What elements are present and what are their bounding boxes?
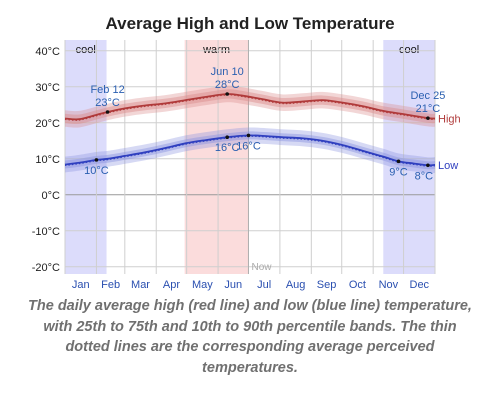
low-legend-label: Low: [438, 160, 458, 172]
month-tick-label: Aug: [286, 279, 306, 291]
annotation-point: [94, 158, 99, 162]
month-tick-label: Feb: [101, 279, 120, 291]
series-line-layer: [64, 93, 436, 167]
y-tick-label: 0°C: [42, 190, 61, 202]
annotation-value-label: 10°C: [84, 165, 109, 177]
y-tick-label: 20°C: [35, 118, 60, 130]
season-band-layer: cool warm cool: [65, 40, 435, 274]
annotation-date-label: Dec 25: [410, 90, 445, 102]
annotation-point: [426, 163, 430, 168]
y-tick-label: 30°C: [35, 82, 60, 94]
high-legend-label: High: [438, 113, 461, 125]
annotation-point: [105, 110, 110, 114]
annotation-value-label: 23°C: [95, 97, 120, 109]
chart-title: Average High and Low Temperature: [105, 14, 394, 33]
y-tick-label: -20°C: [32, 262, 60, 274]
annotation-value-label: 9°C: [389, 166, 408, 178]
month-tick-label: Oct: [349, 279, 366, 291]
season-label-cool: cool: [399, 44, 419, 56]
now-label: Now: [251, 262, 272, 273]
high-band-25-75: [65, 89, 435, 125]
annotation-value-label: 8°C: [415, 170, 434, 182]
high-band-10-90: [65, 85, 435, 128]
season-band-cool: [383, 40, 435, 274]
high-perceived-line: [64, 94, 436, 121]
month-tick-label: Mar: [131, 279, 150, 291]
month-tick-label: Dec: [410, 279, 430, 291]
month-tick-label: Sep: [317, 279, 337, 291]
low-series-line: [64, 134, 436, 167]
annotation-value-label: 28°C: [215, 79, 240, 91]
season-label-warm: warm: [202, 44, 230, 56]
annotation-value-label: 16°C: [215, 142, 240, 154]
annotation-value-label: 21°C: [416, 103, 441, 115]
annotation-point: [225, 92, 229, 96]
month-tick-label: Jul: [257, 279, 271, 291]
season-band-cool: [65, 40, 107, 274]
annotation-point: [225, 135, 229, 139]
annotation-date-label: Feb 12: [90, 84, 124, 96]
annotation-point: [246, 133, 251, 138]
low-band-10-90: [65, 127, 435, 174]
annotation-point: [426, 116, 430, 120]
month-tick-label: Nov: [379, 279, 399, 291]
grid-layer: -20°C -10°C 0°C 10°C 20°C 30°C 40°C Jan Feb Mar Ap…: [32, 40, 436, 291]
y-tick-label: -10°C: [32, 226, 60, 238]
chart-caption: The daily average high (red line) and lo…: [28, 298, 472, 376]
y-tick-label: 40°C: [35, 46, 60, 58]
temperature-chart: Average High and Low Temperature cool war…: [32, 14, 461, 291]
season-label-cool: cool: [76, 44, 96, 56]
season-band-warm: [184, 40, 249, 274]
month-tick-label: Apr: [163, 279, 180, 291]
annotation-date-label: Jun 10: [211, 66, 244, 78]
month-tick-label: Jan: [72, 279, 90, 291]
annotation-value-label: 16°C: [236, 140, 261, 152]
y-tick-label: 10°C: [35, 154, 60, 166]
percentile-band-layer: [65, 85, 435, 174]
annotation-point: [396, 159, 401, 164]
high-series-line: [64, 93, 436, 121]
month-tick-label: Jun: [224, 279, 242, 291]
month-tick-label: May: [192, 279, 213, 291]
